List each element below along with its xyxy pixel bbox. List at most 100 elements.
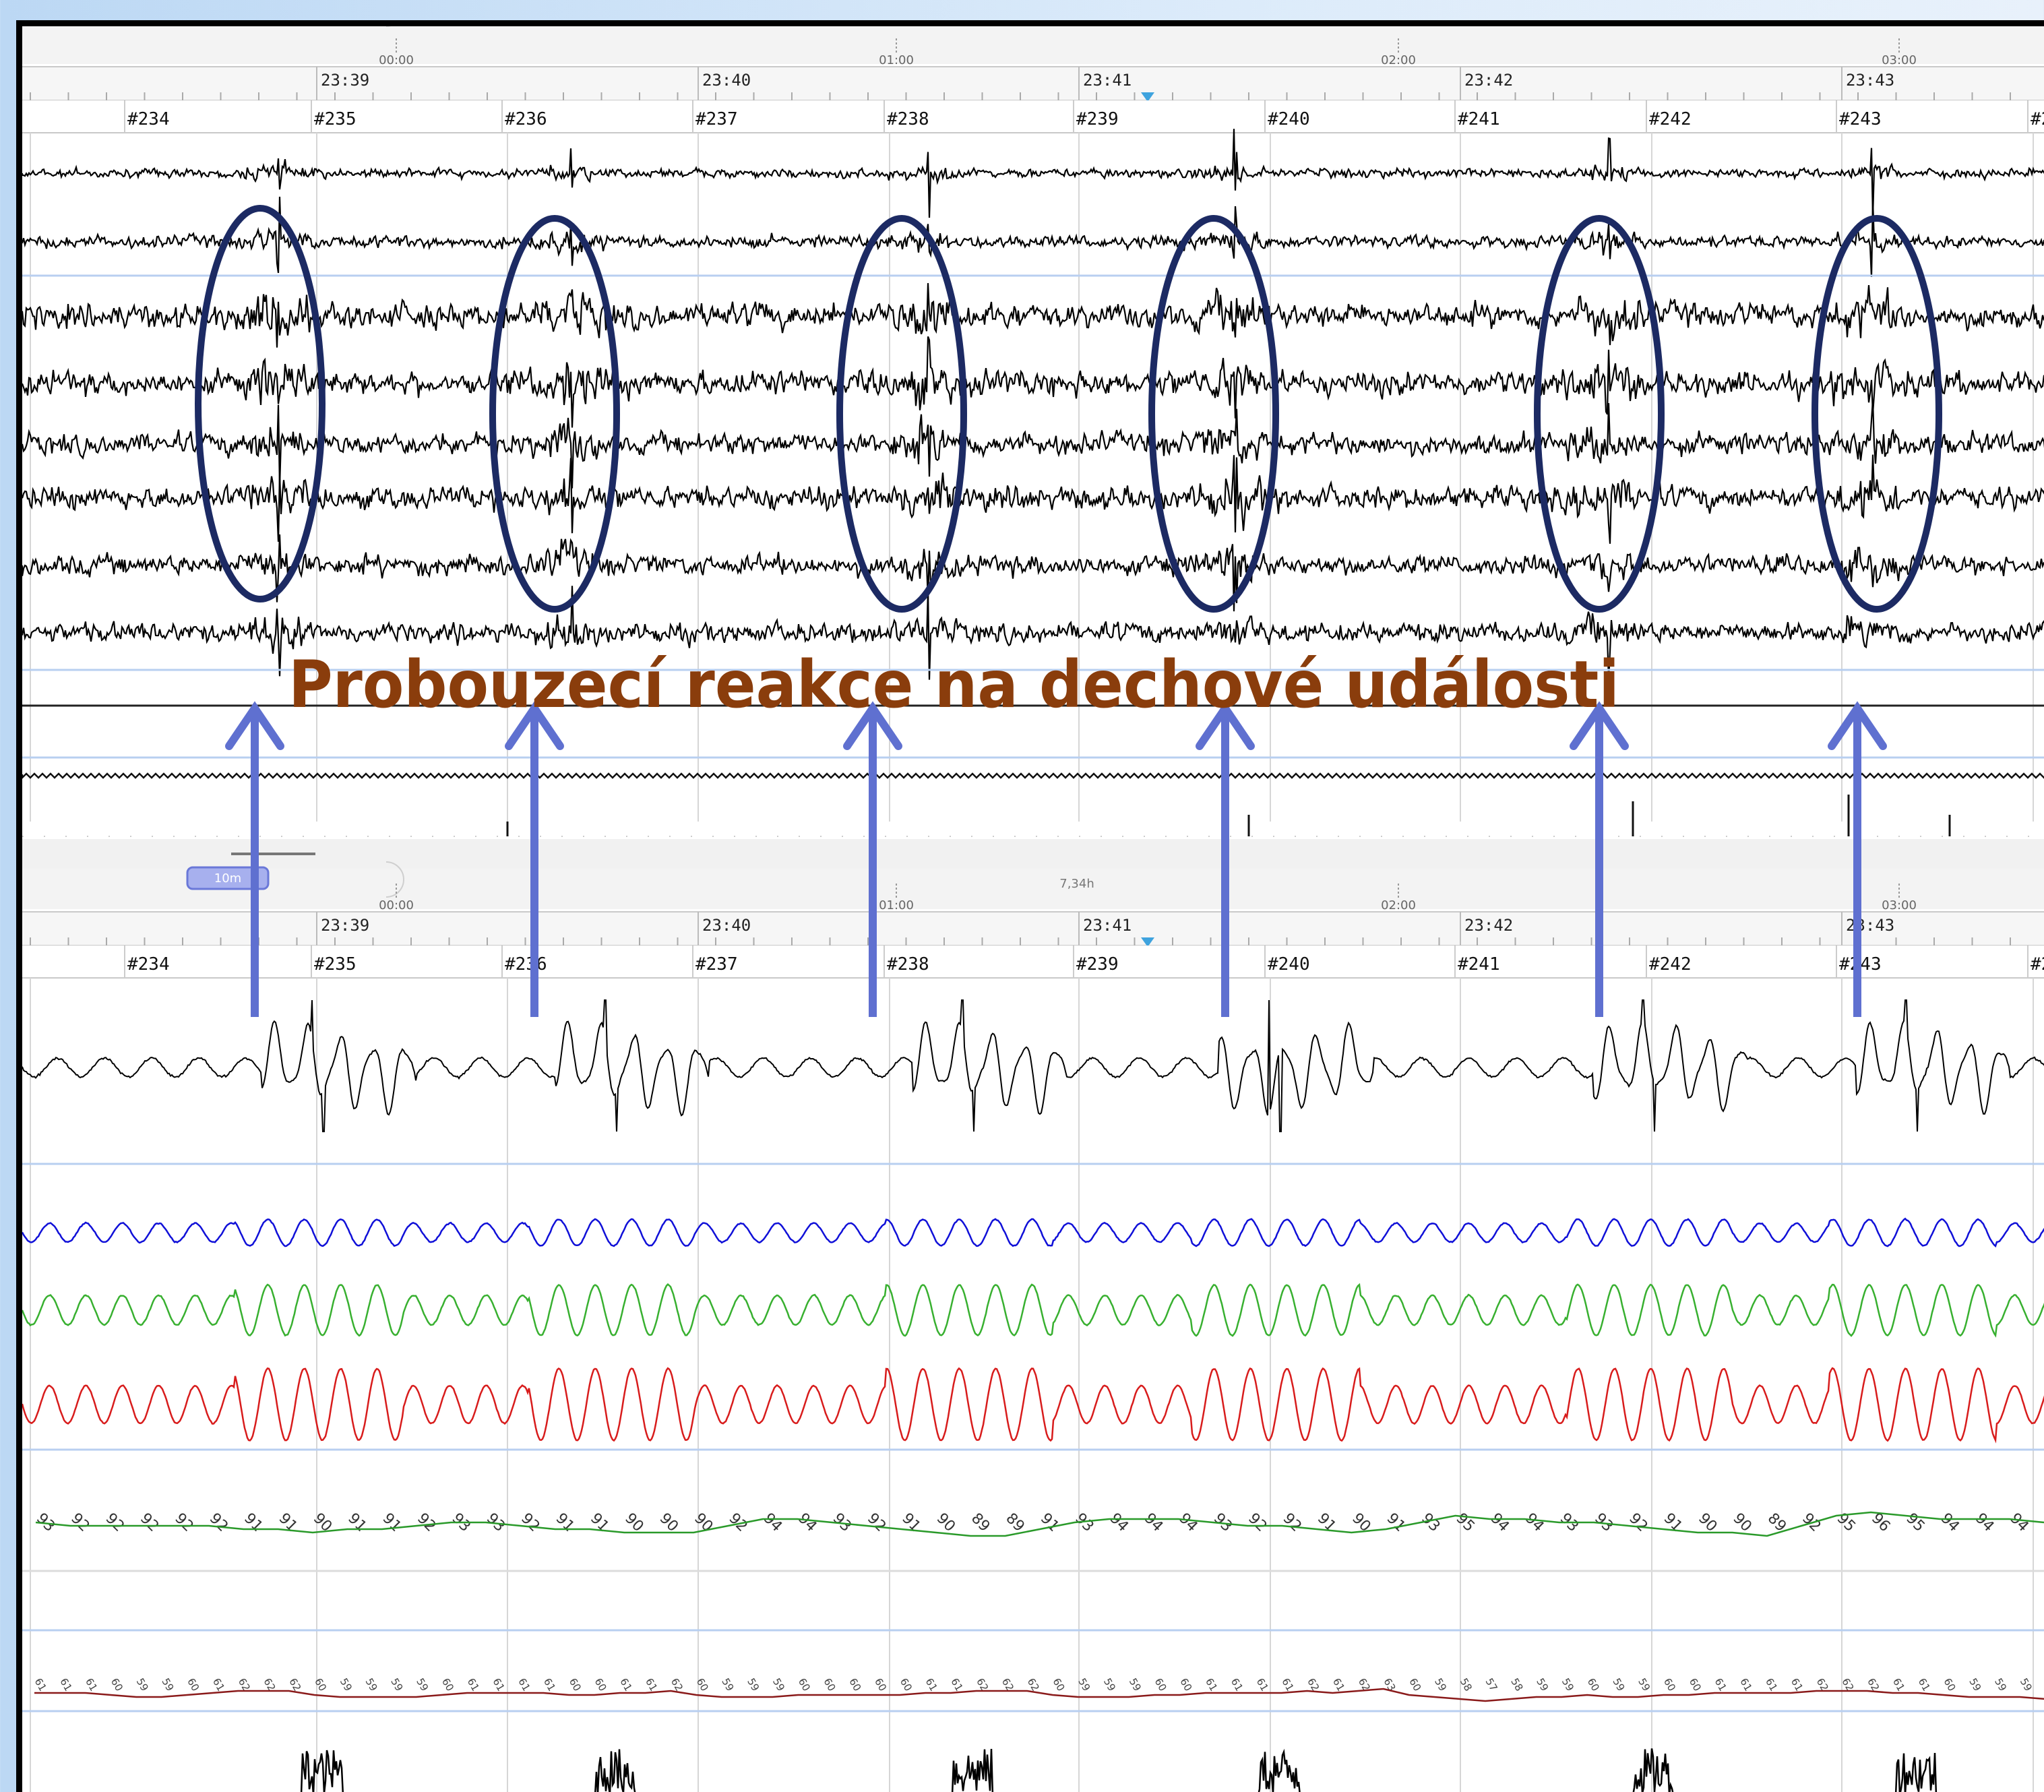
spo2-value: 94 <box>1487 1510 1512 1535</box>
hr-value: 61 <box>1203 1676 1220 1694</box>
epoch-label[interactable]: #235 <box>314 109 357 129</box>
time-label: 23:42 <box>1464 916 1513 935</box>
hr-value: 60 <box>185 1676 202 1694</box>
hr-value: 60 <box>1661 1676 1678 1694</box>
spo2-value: 91 <box>344 1510 369 1535</box>
spo2-value: 90 <box>1729 1510 1754 1535</box>
epoch-label[interactable]: #234 <box>127 954 170 975</box>
overview-hour-label: 03:00 <box>1882 53 1917 67</box>
snore-channel <box>22 1749 2044 1792</box>
polysomnography-viewer: 10m00:0001:0002:0003:0023:3923:4023:4123… <box>16 20 2044 1792</box>
epoch-label[interactable]: #239 <box>1076 954 1119 975</box>
hr-value: 59 <box>1432 1676 1449 1694</box>
hr-value: 60 <box>1585 1676 1602 1694</box>
panel-divider[interactable] <box>22 839 2044 869</box>
hr-value: 61 <box>1330 1676 1347 1694</box>
spo2-value: 94 <box>1141 1510 1166 1535</box>
spo2-value: 90 <box>933 1510 958 1535</box>
spo2-value: 91 <box>379 1510 404 1535</box>
overview-hour-label: 00:00 <box>379 53 414 67</box>
thorax-effort-trace <box>22 1218 2044 1246</box>
arousal-ellipse <box>840 218 964 609</box>
eeg-trace <box>22 336 2044 427</box>
epoch-label[interactable]: #238 <box>887 954 929 975</box>
time-label: 23:42 <box>1464 71 1513 90</box>
hr-value: 59 <box>338 1676 354 1694</box>
epoch-label[interactable]: #235 <box>314 954 357 975</box>
hr-value: 61 <box>617 1676 634 1694</box>
time-label: 23:40 <box>702 71 751 90</box>
spo2-value: 91 <box>241 1510 266 1535</box>
epoch-label[interactable]: #240 <box>1268 954 1310 975</box>
overview-hour-label: 00:00 <box>379 898 414 913</box>
epoch-label[interactable]: #237 <box>695 954 738 975</box>
hr-value: 59 <box>388 1676 405 1694</box>
hr-value: 58 <box>1508 1676 1525 1694</box>
hr-value: 59 <box>770 1676 787 1694</box>
eeg-trace <box>22 534 2044 611</box>
epoch-label[interactable]: #242 <box>1649 109 1692 129</box>
hr-value: 60 <box>109 1676 125 1694</box>
epoch-label[interactable]: #24 <box>2031 954 2044 975</box>
epoch-label[interactable]: #242 <box>1649 954 1692 975</box>
svg-text:10m: 10m <box>214 871 241 886</box>
rip-sum-trace <box>22 1368 2044 1441</box>
epoch-label[interactable]: #241 <box>1458 109 1500 129</box>
spo2-value: 94 <box>1972 1510 1997 1535</box>
spo2-value: 90 <box>621 1510 646 1535</box>
hr-value: 61 <box>1229 1676 1245 1694</box>
epoch-label[interactable]: #239 <box>1076 109 1119 129</box>
hr-value: 61 <box>1763 1676 1780 1694</box>
eeg-trace <box>22 455 2044 544</box>
hr-value: 59 <box>1610 1676 1627 1694</box>
spo2-value: 94 <box>1938 1510 1962 1535</box>
epoch-label[interactable]: #236 <box>505 954 547 975</box>
time-label: 23:39 <box>321 71 369 90</box>
hr-value: 59 <box>1966 1676 1983 1694</box>
spo2-value: 95 <box>1452 1510 1477 1535</box>
epoch-label[interactable]: #237 <box>695 109 738 129</box>
epoch-label[interactable]: #238 <box>887 109 929 129</box>
spo2-value: 91 <box>1384 1510 1408 1535</box>
epoch-label[interactable]: #234 <box>127 109 170 129</box>
spo2-value: 92 <box>864 1510 889 1535</box>
hr-value: 60 <box>312 1676 329 1694</box>
spo2-value: 91 <box>1037 1510 1062 1535</box>
hr-value: 59 <box>363 1676 380 1694</box>
hr-value: 60 <box>1406 1676 1423 1694</box>
abdomen-effort-trace <box>22 1285 2044 1336</box>
spo2-value: 92 <box>67 1510 92 1535</box>
epoch-label[interactable]: #240 <box>1268 109 1310 129</box>
epoch-label[interactable]: #241 <box>1458 954 1500 975</box>
hr-value: 60 <box>1941 1676 1958 1694</box>
spo2-value: 92 <box>1245 1510 1270 1535</box>
hr-value: 59 <box>134 1676 151 1694</box>
hr-value: 61 <box>1890 1676 1907 1694</box>
epoch-label[interactable]: #24 <box>2031 109 2044 129</box>
hr-value: 61 <box>465 1676 482 1694</box>
hr-value: 59 <box>1559 1676 1576 1694</box>
recording-canvas: 10m00:0001:0002:0003:0023:3923:4023:4123… <box>22 26 2044 1792</box>
hr-value: 61 <box>1916 1676 1933 1694</box>
hr-value: 60 <box>796 1676 813 1694</box>
epoch-label[interactable]: #243 <box>1839 109 1882 129</box>
hr-value: 61 <box>83 1676 100 1694</box>
spo2-value: 92 <box>206 1510 231 1535</box>
time-label: 23:39 <box>321 916 369 935</box>
arousal-ellipse <box>1815 218 1939 609</box>
hr-value: 59 <box>1636 1676 1652 1694</box>
hr-value: 60 <box>1050 1676 1067 1694</box>
hr-value: 61 <box>490 1676 507 1694</box>
eeg-trace <box>22 129 2044 218</box>
hr-value: 61 <box>1254 1676 1271 1694</box>
eeg-trace <box>22 400 2044 489</box>
epoch-label[interactable]: #236 <box>505 109 547 129</box>
eeg-trace <box>22 197 2044 277</box>
spo2-value: 89 <box>1764 1510 1789 1535</box>
hr-value: 61 <box>1789 1676 1805 1694</box>
hr-value: 61 <box>516 1676 532 1694</box>
arousal-ellipse <box>1152 218 1276 609</box>
